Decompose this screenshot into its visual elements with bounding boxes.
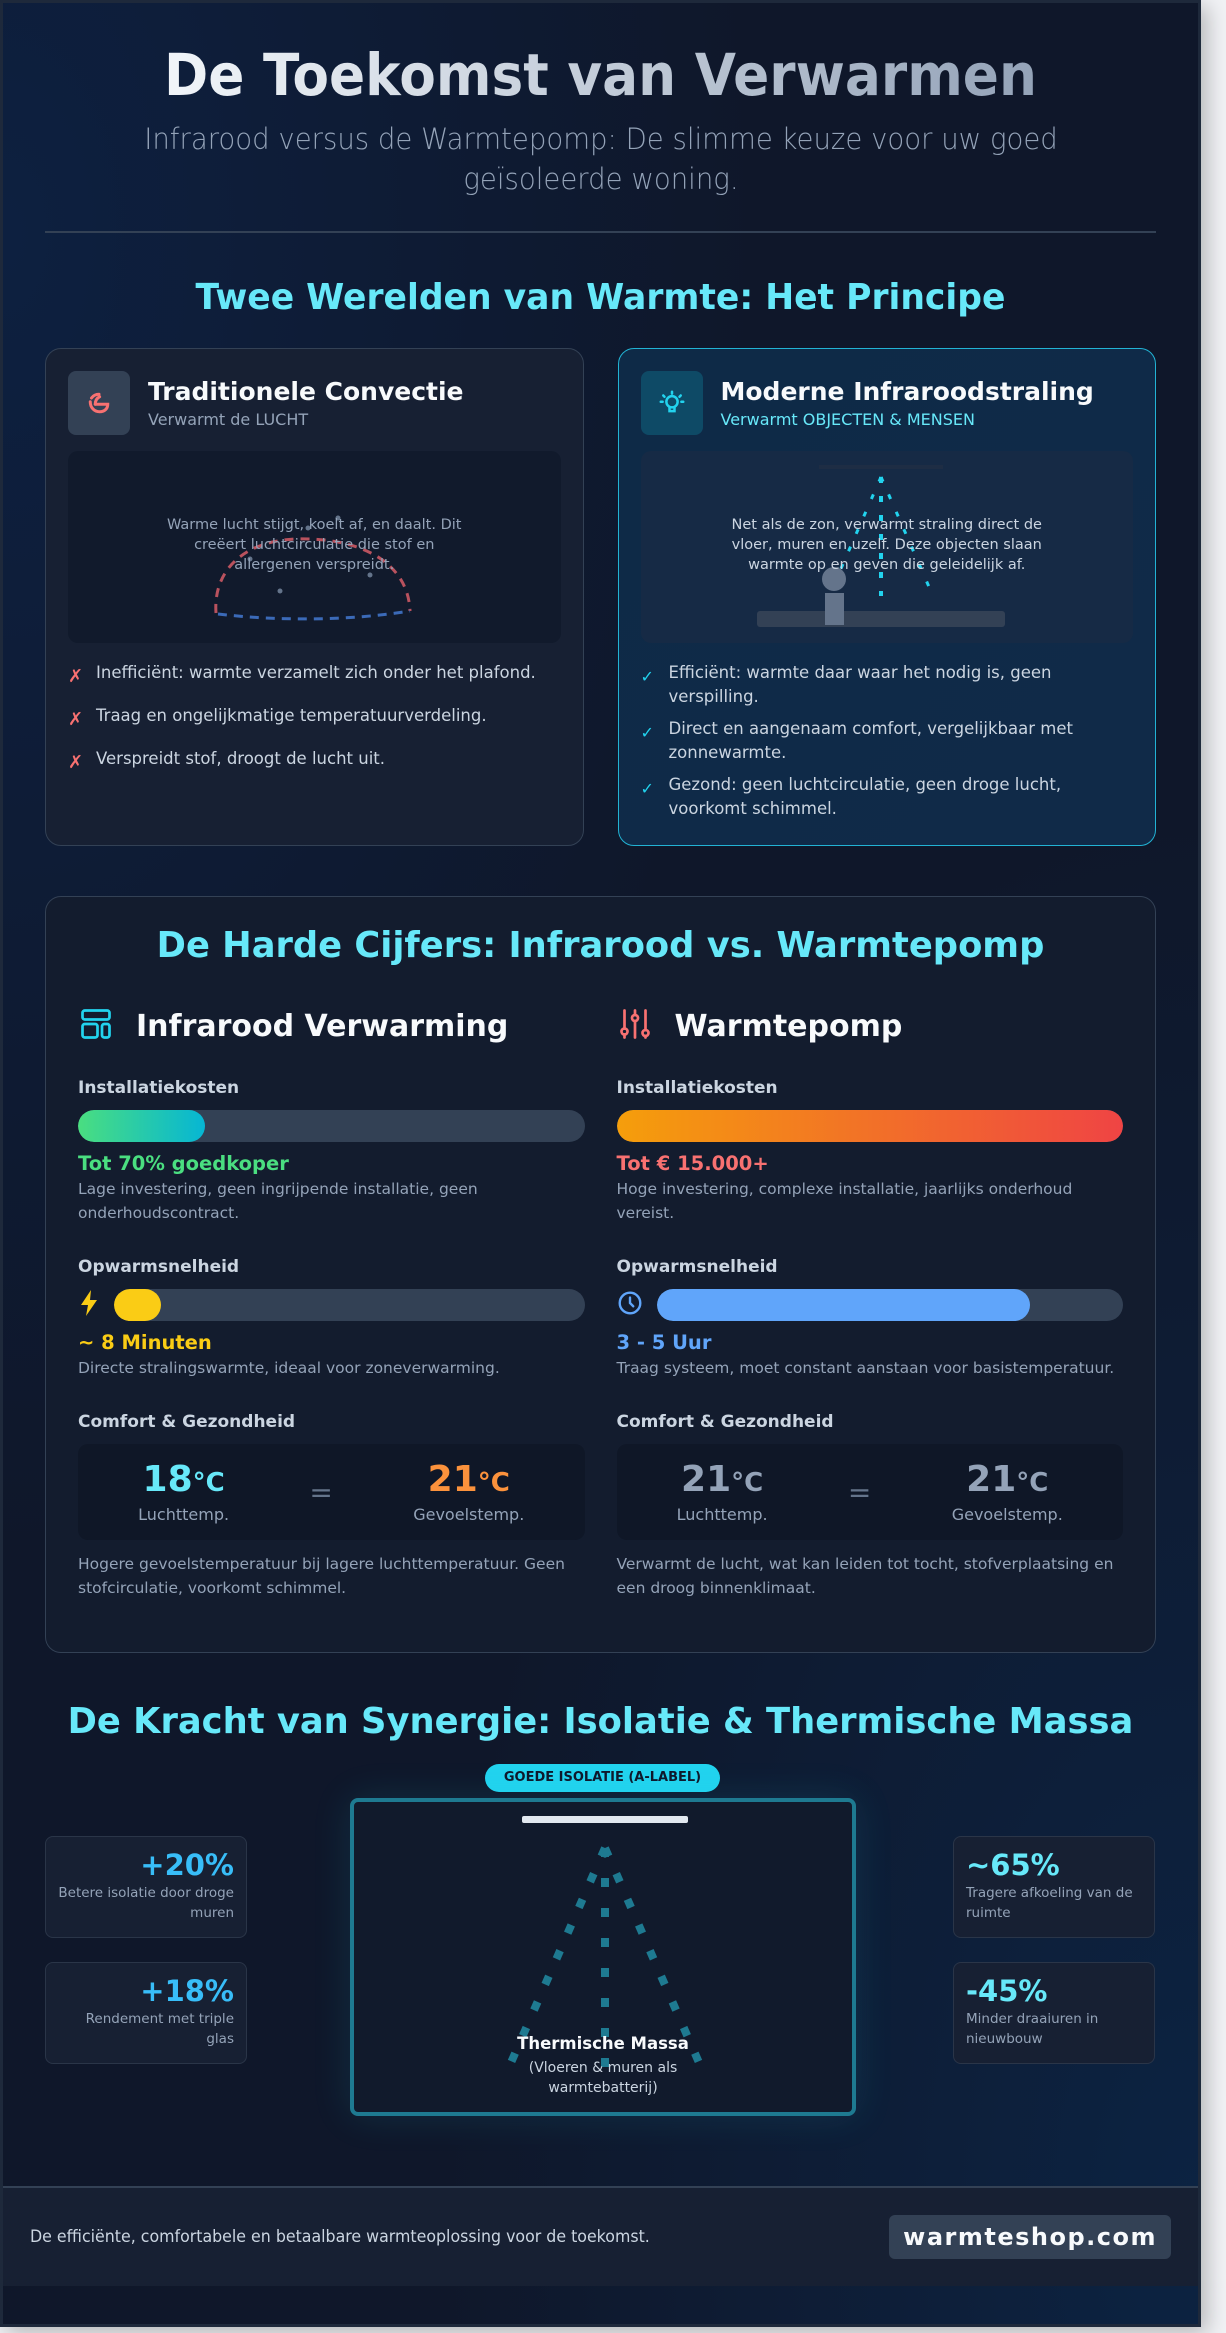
page-header: De Toekomst van Verwarmen Infrarood vers… bbox=[3, 3, 1198, 199]
infrared-subtitle: Verwarmt OBJECTEN & MENSEN bbox=[720, 410, 975, 429]
check-icon: ✓ bbox=[640, 667, 654, 686]
sliders-icon bbox=[617, 1006, 653, 1046]
speed-label: Opwarmsnelheid bbox=[616, 1257, 778, 1277]
convection-points: ✗ Inefficiënt: warmte verzamelt zich onde… bbox=[68, 661, 561, 775]
cost-description: Lage investering, geen ingrijpende insta… bbox=[78, 1180, 478, 1222]
lightning-icon bbox=[78, 1289, 100, 1321]
cost-label: Installatiekosten bbox=[616, 1078, 778, 1098]
infrared-points: ✓ Efficiënt: warmte daar waar het nodig i… bbox=[641, 661, 1134, 821]
equals-sign: = bbox=[309, 1475, 333, 1509]
infrared-card: Moderne Infraroodstraling Verwarmt OBJEC… bbox=[617, 348, 1156, 846]
insulation-badge: GOEDE ISOLATIE (A-LABEL) bbox=[485, 1764, 720, 1792]
clock-icon bbox=[617, 1290, 643, 1320]
temperature-box: 21°C Luchttemp. = 21°C Gevoelstemp. bbox=[616, 1444, 1123, 1540]
speed-label: Opwarmsnelheid bbox=[78, 1257, 240, 1277]
check-icon: ✓ bbox=[640, 779, 654, 798]
cost-label: Installatiekosten bbox=[78, 1078, 240, 1098]
speed-description: Traag systeem, moet constant aanstaan vo… bbox=[616, 1359, 1115, 1377]
cost-value: Tot 70% goedkoper bbox=[78, 1152, 289, 1175]
thermal-mass-subtitle: (Vloeren & muren als warmtebatterij) bbox=[528, 2060, 678, 2096]
page-title: De Toekomst van Verwarmen bbox=[163, 41, 1038, 109]
comfort-description: Hogere gevoelstemperatuur bij lagere luc… bbox=[78, 1555, 565, 1597]
list-item: ✓ Efficiënt: warmte daar waar het nodig i… bbox=[641, 661, 1134, 709]
heatpump-column: Warmtepomp Installatiekosten Tot € 15.00… bbox=[616, 1006, 1123, 1600]
temperature-box: 18°C Luchttemp. = 21°C Gevoelstemp. bbox=[78, 1444, 585, 1540]
list-item: ✗ Inefficiënt: warmte verzamelt zich onde… bbox=[68, 663, 536, 687]
thermal-mass-title: Thermische Massa bbox=[517, 2034, 689, 2053]
felt-temp-value: 21 bbox=[966, 1459, 1017, 1500]
felt-temp-value: 21 bbox=[427, 1459, 478, 1500]
speed-bar bbox=[114, 1289, 585, 1321]
cross-icon: ✗ bbox=[68, 752, 84, 773]
synergy-section-title: De Kracht van Synergie: Isolatie & Therm… bbox=[67, 1701, 1134, 1742]
speed-bar bbox=[656, 1289, 1123, 1321]
infrared-diagram: Net als de zon, verwarmt straling direct… bbox=[640, 451, 1133, 643]
page-footer: De efficiënte, comfortabele en betaalbar… bbox=[3, 2186, 1198, 2286]
principle-cards: Traditionele Convectie Verwarmt de LUCHT… bbox=[45, 348, 1156, 846]
cost-value: Tot € 15.000+ bbox=[616, 1152, 769, 1175]
infographic-page: De Toekomst van Verwarmen Infrarood vers… bbox=[0, 0, 1201, 2327]
convection-diagram-text: Warme lucht stijgt, koelt af, en daalt. … bbox=[167, 517, 462, 573]
air-temp-value: 21 bbox=[681, 1459, 732, 1500]
speed-description: Directe stralingswarmte, ideaal voor zon… bbox=[78, 1359, 500, 1377]
cross-icon: ✗ bbox=[68, 666, 84, 687]
infrared-column-title: Infrarood Verwarming bbox=[136, 1008, 509, 1044]
list-item: ✗ Traag en ongelijkmatige temperatuurverd… bbox=[68, 706, 487, 730]
header-divider bbox=[45, 231, 1156, 233]
infrared-diagram-text: Net als de zon, verwarmt straling direct… bbox=[731, 517, 1042, 573]
equals-sign: = bbox=[847, 1475, 872, 1509]
infrared-title: Moderne Infraroodstraling bbox=[720, 377, 1094, 406]
list-item: ✗ Verspreidt stof, droogt de lucht uit. bbox=[68, 749, 385, 773]
infrared-column: Infrarood Verwarming Installatiekosten T… bbox=[78, 1006, 585, 1600]
page-subtitle: Infrarood versus de Warmtepomp: De slimm… bbox=[143, 122, 1058, 196]
speed-value: 3 - 5 Uur bbox=[616, 1331, 712, 1354]
stat-card: +20% Betere isolatie door droge muren bbox=[45, 1836, 247, 1938]
principle-section-title: Twee Werelden van Warmte: Het Principe bbox=[195, 277, 1006, 318]
synergy-diagram: GOEDE ISOLATIE (A-LABEL) Thermische Mass… bbox=[3, 1764, 1198, 2154]
convection-card: Traditionele Convectie Verwarmt de LUCHT… bbox=[45, 348, 584, 846]
convection-diagram: Warme lucht stijgt, koelt af, en daalt. … bbox=[68, 451, 561, 643]
cost-bar bbox=[616, 1110, 1123, 1142]
panel-layout-icon bbox=[78, 1006, 114, 1046]
comfort-label: Comfort & Gezondheid bbox=[616, 1412, 834, 1432]
comparison-title: De Harde Cijfers: Infrarood vs. Warmtepo… bbox=[156, 925, 1045, 966]
air-temp-value: 18 bbox=[142, 1459, 193, 1500]
cross-icon: ✗ bbox=[68, 709, 84, 730]
list-item: ✓ Gezond: geen luchtcirculatie, geen drog… bbox=[641, 773, 1134, 821]
comfort-description: Verwarmt de lucht, wat kan leiden tot to… bbox=[616, 1555, 1114, 1597]
cost-description: Hoge investering, complexe installatie, … bbox=[616, 1180, 1073, 1222]
house-diagram: Thermische Massa (Vloeren & muren als wa… bbox=[350, 1798, 856, 2116]
brand-link[interactable]: warmteshop.com bbox=[889, 2215, 1171, 2259]
check-icon: ✓ bbox=[640, 723, 654, 742]
heatpump-column-title: Warmtepomp bbox=[674, 1008, 903, 1044]
comparison-panel: De Harde Cijfers: Infrarood vs. Warmtepo… bbox=[45, 896, 1156, 1653]
stat-card: ~65% Tragere afkoeling van de ruimte bbox=[953, 1836, 1155, 1938]
stat-card: -45% Minder draaiuren in nieuwbouw bbox=[953, 1962, 1155, 2064]
comfort-label: Comfort & Gezondheid bbox=[78, 1412, 296, 1432]
speed-value: ~ 8 Minuten bbox=[78, 1331, 212, 1354]
lightbulb-icon bbox=[640, 371, 703, 435]
flame-icon bbox=[68, 371, 130, 435]
convection-subtitle: Verwarmt de LUCHT bbox=[148, 410, 309, 429]
stat-card: +18% Rendement met triple glas bbox=[45, 1962, 247, 2064]
cost-bar bbox=[78, 1110, 585, 1142]
footer-tagline: De efficiënte, comfortabele en betaalbar… bbox=[30, 2227, 650, 2247]
list-item: ✓ Direct en aangenaam comfort, vergelijkb… bbox=[641, 717, 1134, 765]
convection-title: Traditionele Convectie bbox=[148, 377, 464, 406]
